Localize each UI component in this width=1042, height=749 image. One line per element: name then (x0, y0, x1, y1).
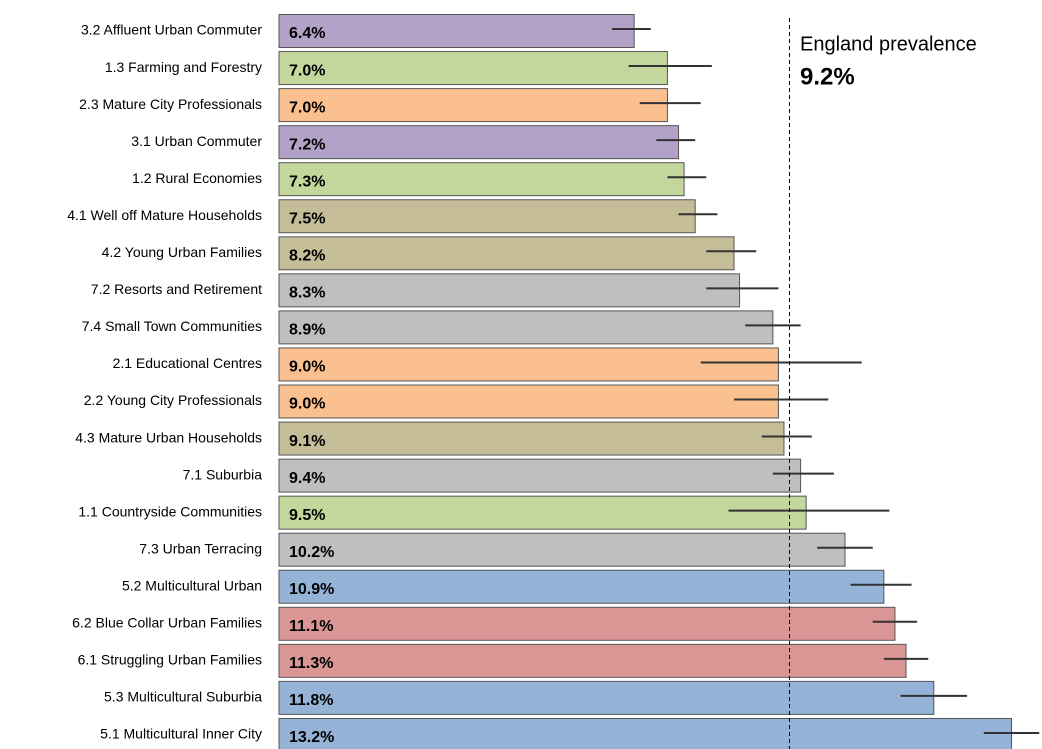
value-label: 6.4% (289, 25, 325, 42)
category-label: 4.3 Mature Urban Households (75, 429, 262, 445)
value-label: 13.2% (289, 729, 334, 746)
bar (278, 199, 696, 234)
bar (278, 162, 685, 197)
value-label: 8.3% (289, 285, 325, 302)
category-label: 2.3 Mature City Professionals (79, 96, 262, 112)
bar (278, 347, 779, 382)
category-label: 4.2 Young Urban Families (102, 244, 262, 260)
category-label: 5.1 Multicultural Inner City (100, 726, 262, 742)
value-label: 7.0% (289, 62, 325, 79)
bar (278, 310, 774, 345)
bar (278, 384, 779, 419)
category-label: 1.2 Rural Economies (132, 170, 262, 186)
category-label: 7.4 Small Town Communities (82, 318, 262, 334)
bar (278, 51, 668, 86)
value-label: 9.5% (289, 507, 325, 524)
value-label: 11.8% (289, 692, 333, 709)
category-label: 4.1 Well off Mature Households (67, 207, 262, 223)
value-label: 9.0% (289, 396, 325, 413)
category-label: 2.1 Educational Centres (113, 355, 262, 371)
category-label: 7.3 Urban Terracing (139, 540, 262, 556)
value-label: 11.3% (289, 655, 333, 672)
bar (278, 606, 896, 641)
value-label: 7.5% (289, 210, 325, 227)
bar (278, 495, 807, 530)
value-label: 7.2% (289, 136, 325, 153)
bar (278, 236, 735, 271)
bar (278, 680, 935, 715)
value-label: 7.0% (289, 99, 325, 116)
value-label: 11.1% (289, 618, 333, 635)
category-label: 6.2 Blue Collar Urban Families (72, 615, 262, 631)
bar (278, 569, 885, 604)
reference-value-label: 9.2% (800, 63, 855, 90)
bar (278, 14, 635, 48)
value-label: 9.0% (289, 359, 325, 376)
category-label: 7.2 Resorts and Retirement (91, 281, 262, 297)
bar (278, 125, 680, 160)
value-label: 10.2% (289, 544, 334, 561)
category-label: 2.2 Young City Professionals (84, 392, 262, 408)
category-label: 7.1 Suburbia (183, 466, 263, 482)
bar (278, 273, 741, 308)
category-label: 6.1 Struggling Urban Families (78, 652, 262, 668)
category-label: 1.1 Countryside Communities (78, 503, 262, 519)
category-label: 3.1 Urban Commuter (131, 133, 262, 149)
bar (278, 643, 907, 678)
bar (278, 717, 1012, 749)
category-label: 5.2 Multicultural Urban (122, 577, 262, 593)
category-label: 3.2 Affluent Urban Commuter (81, 22, 262, 38)
bar (278, 421, 785, 456)
bar (278, 532, 846, 567)
value-label: 9.1% (289, 433, 325, 450)
value-label: 7.3% (289, 173, 325, 190)
reference-label: England prevalence (800, 33, 977, 55)
value-label: 8.2% (289, 248, 325, 265)
value-label: 9.4% (289, 470, 325, 487)
category-label: 5.3 Multicultural Suburbia (104, 689, 262, 705)
bar (278, 458, 802, 493)
value-label: 8.9% (289, 322, 325, 339)
value-label: 10.9% (289, 581, 334, 598)
bar (278, 88, 668, 123)
category-label: 1.3 Farming and Forestry (105, 59, 262, 75)
